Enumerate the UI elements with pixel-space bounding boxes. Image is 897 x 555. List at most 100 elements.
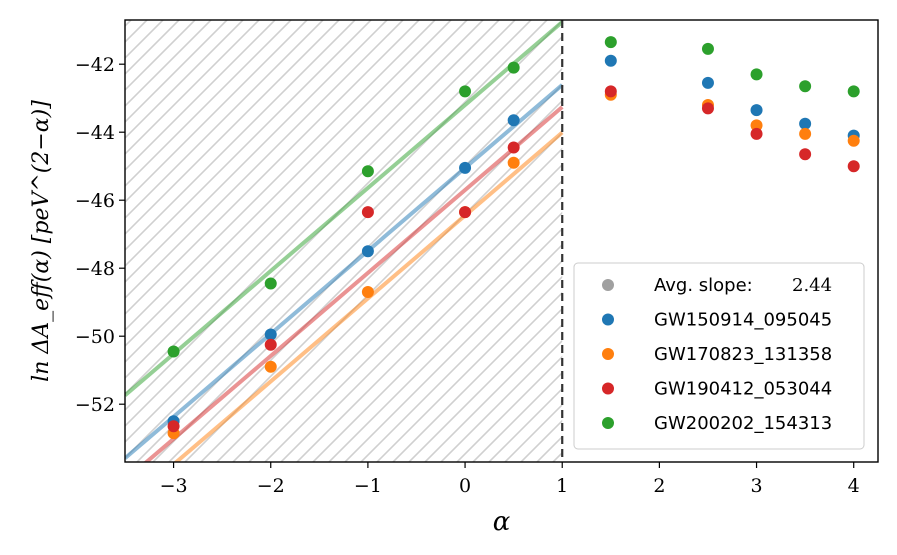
data-point	[459, 85, 472, 98]
hatch-line	[296, 195, 563, 462]
data-point	[799, 127, 812, 140]
legend-marker	[602, 348, 614, 360]
hatch-line	[125, 20, 452, 348]
hatch-line	[312, 211, 563, 462]
hatch-line	[248, 147, 563, 462]
legend-marker	[602, 382, 614, 395]
y-axis-label: ln ΔA_eff(α) [peV^(2−α)]	[29, 100, 54, 382]
x-tick-label: 3	[751, 475, 763, 497]
legend-label: GW150914_095045	[654, 310, 832, 331]
legend-avg-marker	[602, 279, 614, 291]
fit-line-GW200202_154313	[125, 20, 564, 397]
y-tick-label: −52	[75, 394, 115, 416]
hatch-line	[125, 20, 532, 428]
x-tick-label: 1	[556, 475, 568, 497]
data-point	[361, 286, 374, 298]
data-point	[361, 206, 374, 219]
hatch-line	[125, 20, 276, 172]
x-tick-label: 4	[848, 475, 860, 497]
y-axis: −52 −50 −48 −46 −44 −42	[75, 54, 125, 416]
data-point	[361, 245, 374, 258]
data-point	[701, 76, 714, 89]
data-point	[604, 85, 617, 98]
data-point	[604, 54, 617, 67]
y-tick-label: −46	[75, 190, 115, 212]
hatch-line	[125, 20, 420, 316]
x-tick-label: −1	[354, 475, 382, 497]
data-point	[167, 420, 180, 433]
hatch-line	[408, 307, 563, 462]
hatch-line	[264, 163, 563, 462]
data-point	[459, 161, 472, 174]
hatch-line	[168, 67, 563, 462]
data-point	[750, 68, 763, 81]
legend-label: GW190412_053044	[654, 379, 832, 400]
hatch-line	[125, 20, 372, 268]
hatch-line	[360, 259, 563, 462]
fit-line-GW150914_095045	[125, 83, 564, 460]
hatch-line	[200, 99, 563, 462]
data-point	[507, 114, 520, 127]
hatch-line	[125, 20, 436, 332]
data-point	[264, 338, 277, 351]
x-tick-label: 2	[653, 475, 665, 497]
hatch-line	[328, 227, 563, 462]
data-point	[750, 119, 763, 132]
y-tick-label: −50	[75, 326, 115, 348]
data-point	[701, 42, 714, 55]
data-point	[507, 61, 520, 74]
data-point	[459, 206, 472, 219]
data-point	[847, 134, 860, 147]
hatch-line	[125, 20, 324, 220]
hatch-line	[136, 35, 563, 462]
hatch-line	[125, 20, 292, 188]
hatch-line	[125, 20, 468, 364]
hatch-line	[456, 355, 563, 462]
data-point	[604, 36, 617, 49]
data-point	[361, 165, 374, 178]
data-point	[507, 156, 520, 169]
fit-line-GW170823_131358	[173, 131, 564, 462]
legend-marker	[602, 417, 614, 429]
hatch-line	[152, 51, 563, 462]
legend-label: GW200202_154313	[654, 413, 832, 434]
data-points	[167, 36, 860, 440]
x-axis: −3 −2 −1 0 1 2 3 4	[160, 462, 860, 497]
hatch-line	[125, 20, 340, 236]
hatch-line	[472, 371, 563, 462]
y-tick-label: −42	[75, 54, 115, 76]
data-point	[264, 328, 277, 341]
hatch-line	[889, 20, 897, 462]
x-axis-label: α	[493, 507, 511, 537]
hatch-line	[376, 275, 563, 462]
hatch-line	[344, 243, 563, 462]
legend: Avg. slope: 2.44 GW150914_095045 GW170823…	[573, 262, 865, 450]
hatch-line	[392, 291, 563, 462]
hatch-line	[280, 179, 563, 462]
legend-marker	[602, 313, 614, 326]
data-point	[264, 360, 277, 373]
hatch-line	[440, 339, 563, 462]
x-tick-label: 0	[459, 475, 471, 497]
hatch-line	[125, 20, 388, 284]
data-point	[507, 141, 520, 154]
y-tick-label: −44	[75, 122, 115, 144]
hatch-line	[125, 20, 244, 140]
fit-lines	[125, 20, 564, 462]
hatch-line	[125, 20, 484, 380]
legend-avg-value: 2.44	[792, 275, 832, 296]
data-point	[264, 277, 277, 290]
data-point	[750, 104, 763, 117]
hatch-line	[125, 20, 212, 108]
legend-box	[573, 262, 865, 450]
hatch-line	[125, 20, 404, 300]
data-point	[701, 102, 714, 115]
hatch-line	[125, 20, 356, 252]
data-point	[750, 127, 763, 140]
hatch-line	[232, 131, 563, 462]
hatch-line	[125, 20, 260, 156]
x-tick-label: −3	[160, 475, 188, 497]
legend-label: GW170823_131358	[654, 344, 832, 365]
data-point	[167, 345, 180, 358]
